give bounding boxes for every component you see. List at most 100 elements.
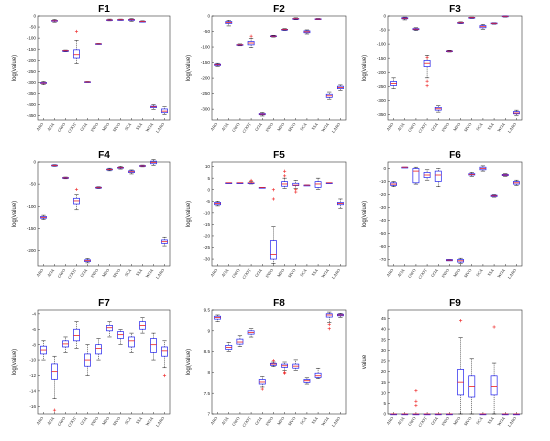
y-tick-label: -300 (377, 98, 387, 103)
y-tick-label: -6 (32, 327, 37, 332)
y-tick-label: -400 (27, 102, 37, 107)
y-tick-label: 0 (33, 14, 36, 19)
y-tick-label: -50 (203, 29, 210, 34)
box-aoa (51, 355, 58, 412)
y-tick-label: -10 (29, 358, 36, 363)
y-tick-label: 5 (207, 176, 210, 181)
y-tick-label: 0 (383, 166, 386, 171)
y-axis-label: log(value) (12, 55, 18, 81)
box-laro (512, 413, 520, 416)
box-mvo (117, 166, 124, 170)
x-tick-label: WOA (144, 268, 154, 279)
outlier-marker (458, 319, 463, 323)
y-tick-label: -250 (377, 84, 387, 89)
box-laro (161, 340, 168, 378)
y-tick-label: -250 (27, 69, 37, 74)
x-tick-label: COOT (67, 415, 78, 428)
outlier-marker (294, 190, 298, 194)
box-sca (479, 413, 487, 416)
x-tick-label: ARO (35, 122, 44, 132)
x-tick-label: LARO (155, 416, 166, 428)
x-tick-label: MVO (463, 122, 473, 133)
y-tick-label: -200 (27, 58, 37, 63)
outlier-marker (327, 327, 331, 331)
y-tick-label: -100 (201, 45, 211, 50)
box-mvo (468, 172, 476, 177)
x-tick-label: ARO (385, 122, 394, 132)
y-tick-label: 45 (381, 316, 387, 321)
y-axis-label: log(value) (186, 349, 192, 375)
panel-f4: F4 0 -50 -100 -150 -200 log(value) ARO AOA GWO COO… (12, 150, 171, 280)
y-tick-label: 0 (207, 187, 210, 192)
axes-frame (387, 309, 523, 415)
box-ssa (490, 22, 498, 25)
box-gwo (236, 182, 244, 184)
y-tick-label: -450 (27, 113, 37, 118)
x-tick-label: SSA (486, 122, 495, 131)
x-tick-label: MFO (276, 268, 285, 278)
x-tick-label: INFO (90, 122, 100, 133)
y-tick-label: 0 (383, 412, 386, 417)
x-tick-label: SSA (135, 268, 144, 277)
panel-f2: F2 0 -50 -100 -150 -200 -250 -300 log(value) ARO A… (186, 4, 347, 134)
box-aoa (225, 20, 233, 27)
panel-f6: F6 0 -10 -20 -30 -40 -50 -60 -70 log(value) ARO AOA… (362, 150, 523, 280)
box-sca (303, 29, 311, 35)
box-ssa (314, 177, 322, 190)
y-axis-label: log(value) (12, 201, 18, 227)
y-tick-label: -200 (377, 70, 387, 75)
y-axis-label: log(value) (362, 201, 368, 227)
box-gwo (412, 166, 420, 185)
x-tick-label: MFO (101, 122, 110, 132)
box-woa (150, 332, 157, 361)
y-tick-label: -250 (201, 91, 211, 96)
x-tick-label: SSA (486, 416, 495, 425)
x-tick-label: ARO (209, 268, 218, 278)
box-woa (325, 311, 333, 331)
x-tick-label: SSA (486, 268, 495, 277)
box-woa (501, 15, 509, 18)
box-mfo (457, 319, 465, 415)
x-tick-label: GWO (407, 122, 417, 133)
x-tick-label: INFO (90, 416, 100, 427)
box-mvo (292, 180, 300, 194)
x-tick-label: GOA (430, 268, 439, 278)
outlier-marker (74, 29, 79, 34)
x-tick-label: COOT (67, 121, 78, 134)
box-sca (128, 332, 135, 353)
box-laro (336, 313, 344, 318)
panel-title: F2 (273, 4, 285, 15)
box-aro (214, 62, 222, 67)
y-tick-label: 20 (381, 369, 387, 374)
y-tick-label: -60 (379, 244, 386, 249)
box-coot (73, 29, 80, 64)
x-tick-label: AOA (220, 122, 229, 132)
box-aoa (401, 16, 409, 21)
y-tick-label: 40 (381, 327, 387, 332)
box-aro (40, 214, 47, 220)
box-aro (40, 340, 47, 361)
box-iqr (128, 336, 135, 348)
box-coot (247, 34, 255, 48)
x-tick-label: SSA (310, 416, 319, 425)
box-aoa (51, 164, 58, 167)
panel-title: F6 (449, 150, 461, 161)
axes-frame (37, 161, 171, 267)
outlier-marker (249, 34, 253, 38)
box-mvo (468, 358, 476, 415)
y-tick-label: -30 (379, 205, 386, 210)
x-tick-label: GWO (56, 268, 66, 279)
box-mfo (457, 21, 465, 24)
outlier-marker (414, 399, 418, 403)
box-laro (336, 198, 344, 209)
x-tick-label: SSA (135, 122, 144, 131)
box-mfo (281, 169, 289, 189)
y-axis-label: log(value) (186, 201, 192, 227)
box-iqr (490, 375, 498, 396)
x-tick-label: GOA (254, 122, 263, 132)
y-tick-label: -200 (201, 76, 211, 81)
y-tick-label: 8 (207, 370, 210, 375)
y-tick-label: -14 (29, 388, 36, 393)
y-tick-label: -30 (203, 257, 210, 262)
